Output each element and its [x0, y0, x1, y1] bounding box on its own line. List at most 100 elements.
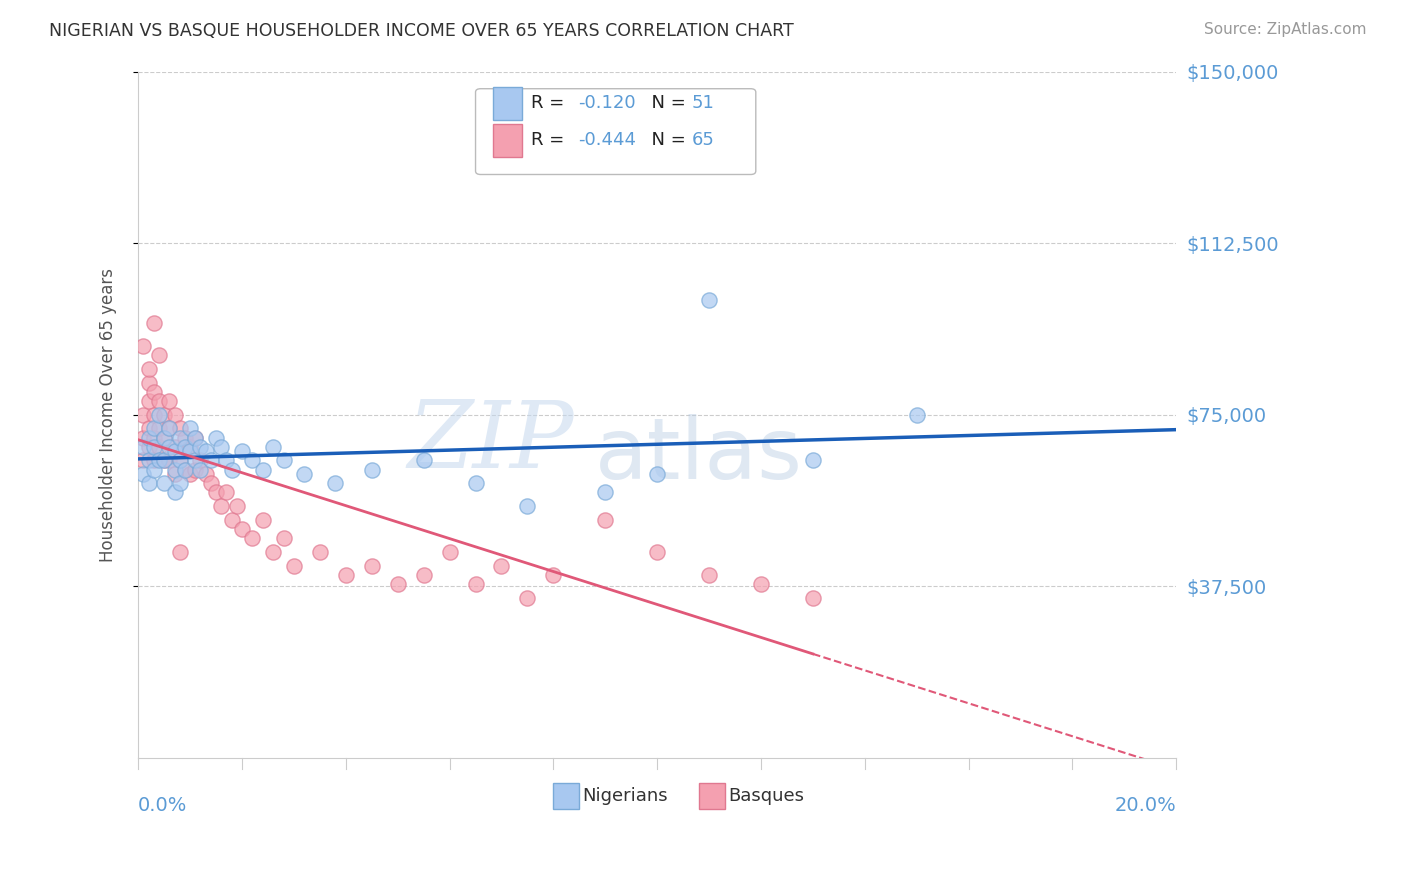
Point	[240, 531, 263, 545]
Point	[142, 408, 165, 422]
Point	[179, 444, 201, 458]
Point	[169, 476, 191, 491]
Point	[905, 408, 928, 422]
Point	[138, 421, 160, 435]
Point	[148, 348, 170, 362]
Point	[240, 453, 263, 467]
Point	[142, 421, 165, 435]
Point	[169, 421, 191, 435]
Point	[153, 453, 176, 467]
Point	[190, 462, 212, 476]
Point	[184, 431, 207, 445]
Point	[138, 431, 160, 445]
Point	[209, 440, 232, 454]
Point	[138, 453, 160, 467]
Point	[645, 545, 668, 559]
Point	[491, 558, 513, 573]
Point	[325, 476, 347, 491]
Point	[292, 467, 315, 482]
Point	[157, 421, 180, 435]
Y-axis label: Householder Income Over 65 years: Householder Income Over 65 years	[100, 268, 117, 562]
Point	[221, 462, 243, 476]
Point	[132, 408, 155, 422]
Text: 20.0%: 20.0%	[1115, 796, 1177, 814]
Point	[360, 462, 382, 476]
Point	[200, 453, 222, 467]
Point	[142, 431, 165, 445]
Point	[184, 431, 207, 445]
Point	[174, 431, 197, 445]
Text: atlas: atlas	[595, 415, 803, 498]
Point	[132, 431, 155, 445]
Point	[697, 567, 720, 582]
Point	[262, 545, 284, 559]
Text: Nigerians: Nigerians	[582, 788, 668, 805]
Point	[169, 453, 191, 467]
Point	[464, 577, 486, 591]
Point	[142, 316, 165, 330]
Point	[179, 421, 201, 435]
Text: Source: ZipAtlas.com: Source: ZipAtlas.com	[1204, 22, 1367, 37]
Point	[132, 467, 155, 482]
Point	[184, 462, 207, 476]
Point	[153, 408, 176, 422]
Point	[142, 440, 165, 454]
Point	[169, 545, 191, 559]
Point	[205, 431, 228, 445]
Point	[174, 462, 197, 476]
Point	[516, 499, 538, 513]
Point	[252, 462, 274, 476]
Point	[142, 453, 165, 467]
Point	[595, 513, 617, 527]
Point	[163, 462, 186, 476]
Point	[190, 440, 212, 454]
Point	[148, 408, 170, 422]
Point	[595, 485, 617, 500]
Point	[225, 499, 247, 513]
Point	[439, 545, 461, 559]
Point	[801, 591, 824, 605]
Point	[153, 453, 176, 467]
Point	[142, 462, 165, 476]
Point	[205, 485, 228, 500]
Point	[157, 393, 180, 408]
Bar	[494, 124, 522, 157]
Text: -0.120: -0.120	[578, 95, 636, 112]
Point	[194, 467, 217, 482]
Bar	[494, 87, 522, 120]
Point	[157, 440, 180, 454]
Point	[157, 453, 180, 467]
Point	[157, 421, 180, 435]
Point	[464, 476, 486, 491]
Point	[200, 476, 222, 491]
Point	[163, 485, 186, 500]
Point	[174, 462, 197, 476]
Point	[138, 393, 160, 408]
Text: NIGERIAN VS BASQUE HOUSEHOLDER INCOME OVER 65 YEARS CORRELATION CHART: NIGERIAN VS BASQUE HOUSEHOLDER INCOME OV…	[49, 22, 794, 40]
Point	[153, 476, 176, 491]
Point	[252, 513, 274, 527]
Point	[215, 485, 238, 500]
Point	[262, 440, 284, 454]
Point	[184, 453, 207, 467]
Text: -0.444: -0.444	[578, 131, 637, 149]
Point	[283, 558, 305, 573]
Point	[308, 545, 330, 559]
Point	[138, 440, 160, 454]
Point	[697, 293, 720, 308]
Point	[179, 467, 201, 482]
Point	[132, 453, 155, 467]
Point	[163, 467, 186, 482]
Point	[645, 467, 668, 482]
Point	[163, 408, 186, 422]
Text: N =: N =	[640, 131, 690, 149]
Point	[153, 431, 176, 445]
Point	[148, 393, 170, 408]
Text: 65: 65	[692, 131, 714, 149]
Point	[516, 591, 538, 605]
Point	[273, 453, 295, 467]
Text: Basques: Basques	[728, 788, 804, 805]
Text: R =: R =	[530, 95, 569, 112]
Point	[387, 577, 409, 591]
Point	[231, 444, 253, 458]
